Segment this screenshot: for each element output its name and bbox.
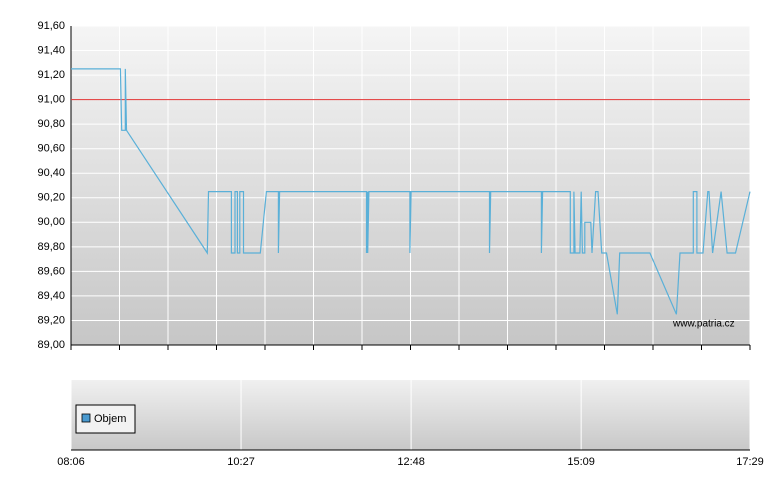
y-tick-label: 89,40: [37, 290, 65, 302]
legend-label: Objem: [94, 413, 126, 425]
volume-area: [71, 380, 750, 450]
y-tick-label: 89,60: [37, 265, 65, 277]
x-tick-label: 12:48: [397, 456, 425, 468]
price-line: [71, 68, 751, 315]
y-tick-label: 89,80: [37, 241, 65, 253]
x-tick-label: 17:29: [736, 456, 764, 468]
watermark: www.patria.cz: [672, 319, 735, 330]
x-tick-label: 10:27: [227, 456, 255, 468]
y-tick-label: 90,80: [37, 118, 65, 130]
y-tick-label: 91,60: [37, 20, 65, 32]
x-tick-label: 15:09: [567, 456, 595, 468]
y-tick-label: 91,20: [37, 69, 65, 81]
y-tick-label: 91,00: [37, 94, 65, 106]
y-tick-label: 89,00: [37, 339, 65, 351]
y-tick-label: 89,20: [37, 314, 65, 326]
y-tick-label: 90,40: [37, 167, 65, 179]
layer: 89,00 89,20 89,40 89,60 89,80 90,00 90,20 90,40…: [37, 20, 763, 468]
x-tick-label: 08:06: [57, 456, 85, 468]
legend-swatch: [81, 413, 91, 423]
y-tick-label: 90,00: [37, 216, 65, 228]
y-tick-label: 90,60: [37, 143, 65, 155]
y-tick-label: 90,20: [37, 192, 65, 204]
y-tick-label: 91,40: [37, 44, 65, 56]
